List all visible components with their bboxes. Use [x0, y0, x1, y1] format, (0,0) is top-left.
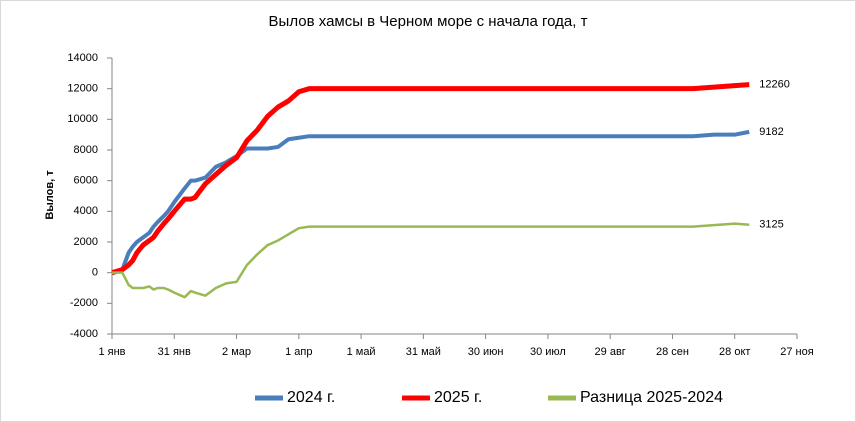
x-tick-label: 30 июн [468, 346, 504, 358]
x-tick-label: 1 май [347, 346, 376, 358]
legend-label: 2025 г. [434, 389, 482, 406]
x-tick-label: 1 янв [98, 346, 125, 358]
x-tick-label: 29 авг [595, 346, 626, 358]
x-tick-label: 31 май [406, 346, 441, 358]
y-tick-label: 2000 [74, 236, 98, 248]
y-tick-label: 0 [92, 267, 98, 279]
series-line [112, 222, 750, 299]
x-tick-label: 2 мар [222, 346, 251, 358]
series-line [111, 82, 750, 276]
x-tick-label: 30 июл [530, 346, 566, 358]
series-line [111, 129, 750, 275]
y-tick-label: -2000 [70, 297, 98, 309]
x-tick-label: 28 окт [719, 346, 750, 358]
data-label: 3125 [759, 219, 783, 231]
x-tick-label: 27 ноя [780, 346, 813, 358]
y-tick-label: -4000 [70, 328, 98, 340]
legend-label: Разница 2025-2024 [580, 389, 723, 406]
x-tick-label: 1 апр [285, 346, 312, 358]
data-label: 9182 [759, 126, 783, 138]
x-tick-label: 31 янв [158, 346, 191, 358]
y-axis-label: Вылов, т [44, 170, 56, 220]
data-label: 12260 [759, 79, 790, 91]
y-tick-label: 6000 [74, 175, 98, 187]
x-tick-label: 28 сен [656, 346, 689, 358]
y-tick-label: 12000 [67, 83, 98, 95]
y-tick-label: 4000 [74, 205, 98, 217]
y-tick-label: 10000 [67, 113, 98, 125]
chart-title: Вылов хамсы в Черном море с начала года,… [269, 13, 588, 30]
y-tick-label: 14000 [67, 52, 98, 64]
y-tick-label: 8000 [74, 144, 98, 156]
legend-label: 2024 г. [287, 389, 335, 406]
